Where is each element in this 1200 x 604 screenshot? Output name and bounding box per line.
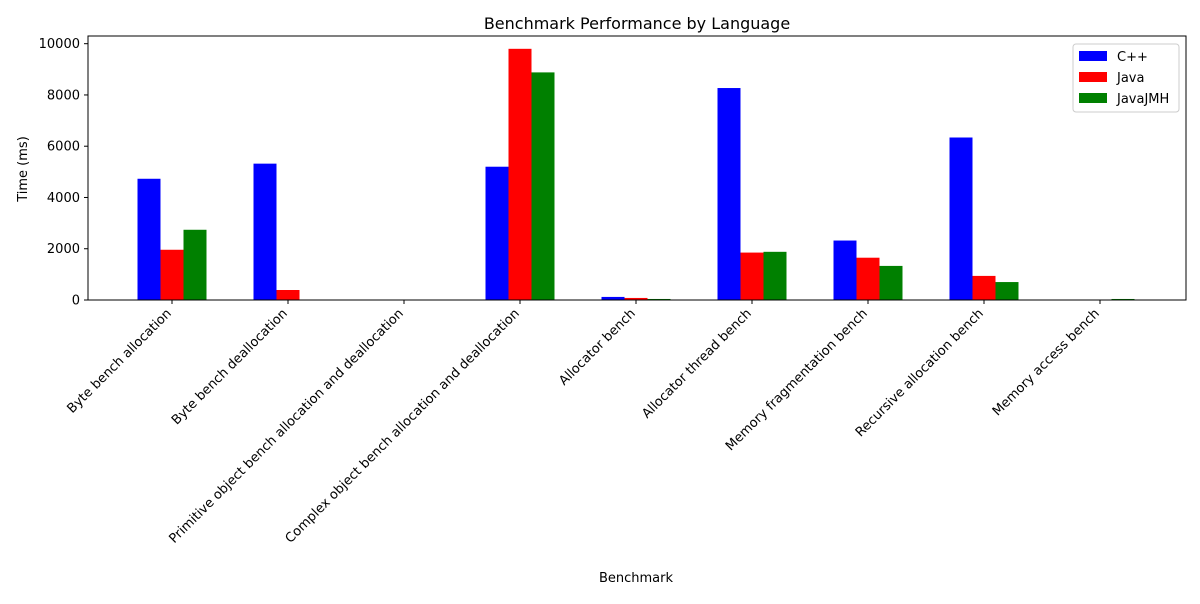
bar (183, 229, 207, 300)
y-axis: 0 2000 4000 6000 8000 10000 (39, 37, 88, 309)
y-tick-label: 0 (72, 294, 80, 309)
y-tick-label: 4000 (47, 191, 80, 206)
bar (485, 166, 509, 300)
plot-frame (87, 35, 1187, 301)
y-tick-label: 6000 (47, 140, 80, 155)
bar (647, 298, 671, 300)
y-tick-label: 10000 (39, 37, 80, 52)
bar (717, 88, 741, 300)
bar (740, 252, 764, 300)
bar (253, 163, 277, 300)
bar (160, 249, 184, 300)
bar (137, 178, 161, 300)
bars-layer (137, 48, 1135, 300)
x-axis-label: Benchmark (599, 571, 674, 586)
legend-label: C++ (1117, 50, 1148, 65)
plot-area (87, 35, 1187, 301)
bar (833, 240, 857, 300)
legend-swatch (1079, 72, 1107, 82)
y-axis-label: Time (ms) (16, 136, 31, 203)
y-tick-label: 8000 (47, 88, 80, 103)
bar (949, 137, 973, 300)
bar (624, 297, 648, 300)
bar (601, 296, 625, 300)
bar (508, 48, 532, 300)
bar (972, 275, 996, 300)
bar (531, 72, 555, 300)
legend-swatch (1079, 51, 1107, 61)
y-tick-label: 2000 (47, 242, 80, 257)
legend-label: JavaJMH (1116, 92, 1169, 107)
legend-label: Java (1116, 71, 1144, 86)
legend-swatch (1079, 93, 1107, 103)
legend: C++ Java JavaJMH (1072, 43, 1180, 113)
bar (276, 290, 300, 300)
bar (1111, 298, 1135, 300)
bar (763, 251, 787, 300)
bar (856, 257, 880, 300)
bar (995, 282, 1019, 300)
chart-title: Benchmark Performance by Language (484, 14, 790, 33)
bar (879, 265, 903, 300)
